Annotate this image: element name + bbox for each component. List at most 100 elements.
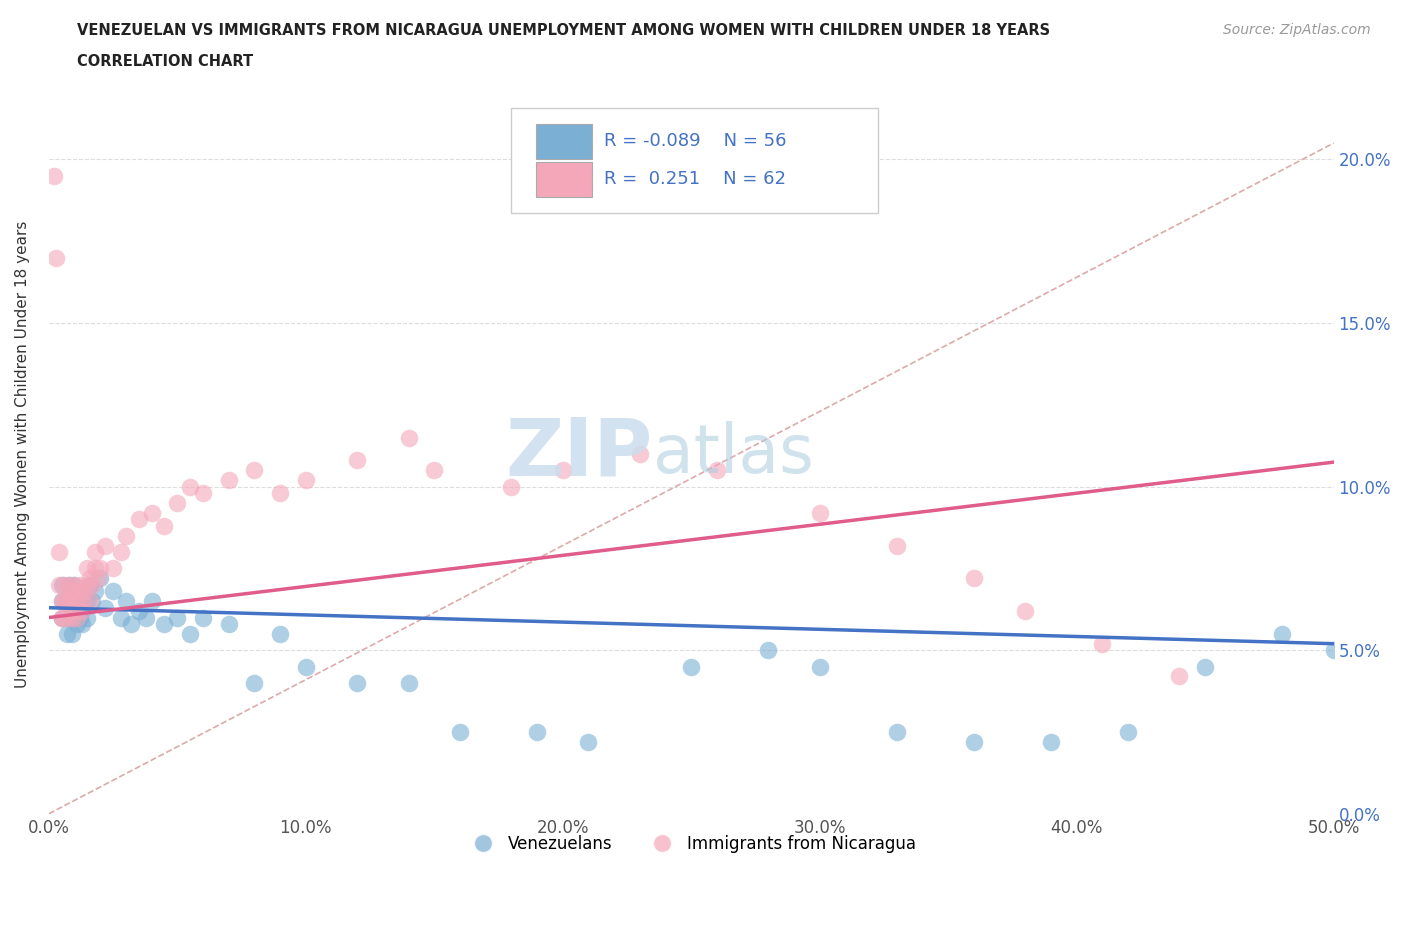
Point bbox=[756, 643, 779, 658]
Point bbox=[243, 675, 266, 690]
Point bbox=[398, 675, 420, 690]
Point bbox=[141, 505, 163, 520]
Point bbox=[70, 604, 93, 618]
Point bbox=[79, 571, 101, 586]
Point bbox=[51, 593, 73, 608]
Point bbox=[63, 604, 86, 618]
Point bbox=[886, 724, 908, 739]
Point bbox=[69, 610, 91, 625]
Point bbox=[63, 578, 86, 592]
Point bbox=[1194, 659, 1216, 674]
Point bbox=[79, 578, 101, 592]
Point bbox=[45, 250, 67, 265]
Point bbox=[1323, 643, 1346, 658]
Point bbox=[526, 724, 548, 739]
Point bbox=[51, 610, 73, 625]
Point bbox=[576, 735, 599, 750]
Point bbox=[269, 627, 291, 642]
Point bbox=[63, 584, 86, 599]
Point bbox=[69, 593, 91, 608]
Point bbox=[82, 578, 104, 592]
Point bbox=[963, 571, 986, 586]
Point bbox=[84, 545, 107, 560]
Point bbox=[101, 561, 124, 576]
Text: R =  0.251    N = 62: R = 0.251 N = 62 bbox=[603, 170, 786, 188]
Point bbox=[101, 584, 124, 599]
Point bbox=[89, 571, 111, 586]
Point bbox=[501, 479, 523, 494]
Point bbox=[84, 584, 107, 599]
Point bbox=[110, 545, 132, 560]
Point bbox=[51, 610, 73, 625]
Text: ZIP: ZIP bbox=[505, 415, 652, 493]
Point bbox=[1271, 627, 1294, 642]
Point bbox=[73, 584, 96, 599]
Point bbox=[706, 463, 728, 478]
Point bbox=[55, 627, 77, 642]
Point bbox=[166, 496, 188, 511]
Point bbox=[179, 627, 201, 642]
Legend: Venezuelans, Immigrants from Nicaragua: Venezuelans, Immigrants from Nicaragua bbox=[460, 828, 922, 859]
Point bbox=[70, 593, 93, 608]
Point bbox=[179, 479, 201, 494]
Point bbox=[70, 617, 93, 631]
Point bbox=[423, 463, 446, 478]
Point bbox=[128, 604, 150, 618]
Point bbox=[94, 538, 117, 553]
Point bbox=[141, 593, 163, 608]
Point bbox=[218, 472, 240, 487]
Point bbox=[58, 578, 80, 592]
Y-axis label: Unemployment Among Women with Children Under 18 years: Unemployment Among Women with Children U… bbox=[15, 220, 30, 687]
Point bbox=[86, 571, 108, 586]
Point bbox=[76, 561, 98, 576]
Point bbox=[398, 431, 420, 445]
Point bbox=[55, 610, 77, 625]
Point bbox=[1039, 735, 1062, 750]
Point bbox=[76, 610, 98, 625]
Point bbox=[60, 627, 83, 642]
FancyBboxPatch shape bbox=[536, 163, 592, 197]
Point bbox=[294, 472, 316, 487]
Point bbox=[63, 593, 86, 608]
Point bbox=[191, 610, 214, 625]
Point bbox=[135, 610, 157, 625]
Point bbox=[60, 584, 83, 599]
Point bbox=[94, 600, 117, 615]
Point bbox=[115, 528, 138, 543]
Point bbox=[42, 168, 65, 183]
Point bbox=[294, 659, 316, 674]
Point bbox=[60, 610, 83, 625]
Point bbox=[218, 617, 240, 631]
Point bbox=[89, 561, 111, 576]
Point bbox=[808, 659, 831, 674]
Point bbox=[48, 545, 70, 560]
Text: VENEZUELAN VS IMMIGRANTS FROM NICARAGUA UNEMPLOYMENT AMONG WOMEN WITH CHILDREN U: VENEZUELAN VS IMMIGRANTS FROM NICARAGUA … bbox=[77, 23, 1050, 38]
Point bbox=[66, 617, 89, 631]
Point bbox=[1091, 636, 1114, 651]
Point bbox=[55, 593, 77, 608]
Point bbox=[153, 617, 176, 631]
Text: atlas: atlas bbox=[652, 421, 814, 487]
Point bbox=[69, 584, 91, 599]
Point bbox=[551, 463, 574, 478]
Point bbox=[963, 735, 986, 750]
Point bbox=[76, 578, 98, 592]
Point bbox=[808, 505, 831, 520]
Point bbox=[110, 610, 132, 625]
Point bbox=[153, 519, 176, 534]
Point bbox=[243, 463, 266, 478]
Point bbox=[79, 593, 101, 608]
Point bbox=[73, 584, 96, 599]
Point bbox=[63, 578, 86, 592]
Point bbox=[628, 446, 651, 461]
Point bbox=[60, 593, 83, 608]
Point bbox=[191, 485, 214, 500]
Point bbox=[76, 593, 98, 608]
Point bbox=[53, 578, 76, 592]
Point bbox=[449, 724, 471, 739]
Point bbox=[63, 610, 86, 625]
Point bbox=[69, 578, 91, 592]
Text: R = -0.089    N = 56: R = -0.089 N = 56 bbox=[603, 132, 786, 150]
FancyBboxPatch shape bbox=[536, 125, 592, 159]
FancyBboxPatch shape bbox=[512, 109, 877, 213]
